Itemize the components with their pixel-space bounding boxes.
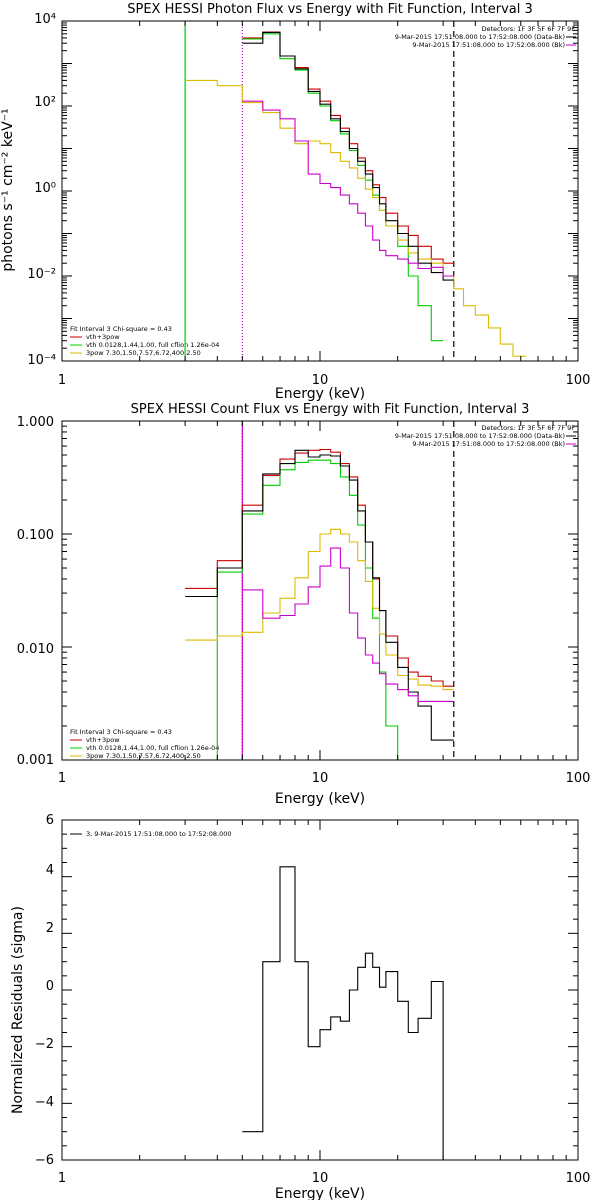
residuals-ytick: −2 xyxy=(35,1037,54,1052)
count-flux-ytick: 0.100 xyxy=(17,528,54,543)
photon-flux-ytick: 10⁻² xyxy=(27,267,56,282)
3pow-legend: 3pow 7.30,1.50,7.57,6.72,400,2.50 xyxy=(86,349,201,357)
plot-area-1 xyxy=(185,421,455,760)
bk-legend: 9-Mar-2015 17:51:08.000 to 17:52:08.000 … xyxy=(412,41,565,49)
3pow-legend: 3pow 7.30,1.50,7.57,6.72,400,2.50 xyxy=(86,752,201,760)
vth-legend: vth 0.0128,1.44,1.00, full cflion 1.26e-… xyxy=(86,744,219,752)
residuals-ytick: −4 xyxy=(35,1095,54,1110)
vth-legend: vth 0.0128,1.44,1.00, full cflion 1.26e-… xyxy=(86,341,219,349)
residuals-xtick-100: 100 xyxy=(566,1171,591,1186)
series-line-2 xyxy=(185,528,454,691)
series-line-0 xyxy=(242,866,444,1160)
photon-flux-xtick-10: 10 xyxy=(312,373,329,388)
plot-frame xyxy=(61,20,579,362)
data-minus-bk-legend: 9-Mar-2015 17:51:08.000 to 17:52:08.000 … xyxy=(395,33,565,41)
photon-flux-xlabel: Energy (keV) xyxy=(275,386,365,402)
count-flux-panel: SPEX HESSI Count Flux vs Energy with Fit… xyxy=(17,402,591,807)
series-line-2 xyxy=(185,79,527,357)
residuals-ylabel: Normalized Residuals (sigma) xyxy=(10,906,26,1114)
photon-flux-ytick: 10⁻⁴ xyxy=(27,353,56,368)
bk-legend: 9-Mar-2015 17:51:08.000 to 17:52:08.000 … xyxy=(412,440,565,448)
residuals-xtick-10: 10 xyxy=(312,1171,329,1186)
series-line-1 xyxy=(242,33,444,342)
count-flux-ytick: 0.010 xyxy=(17,642,54,657)
count-flux-xtick-1: 1 xyxy=(58,771,66,786)
fit-interval-legend: Fit Interval 3 Chi-square = 0.43 xyxy=(70,325,172,333)
count-flux-ytick: 0.001 xyxy=(17,753,54,768)
residuals-xlabel: Energy (keV) xyxy=(275,1186,365,1200)
data-minus-bk-legend: 9-Mar-2015 17:51:08.000 to 17:52:08.000 … xyxy=(395,432,565,440)
count-flux-xlabel: Energy (keV) xyxy=(275,791,365,807)
residuals-xtick-1: 1 xyxy=(58,1171,66,1186)
series-line-4 xyxy=(242,100,454,277)
model-legend: vth+3pow xyxy=(86,333,120,341)
photon-flux-ylabel: photons s⁻¹ cm⁻² keV⁻¹ xyxy=(0,108,16,271)
photon-flux-panel: SPEX HESSI Photon Flux vs Energy with Fi… xyxy=(0,2,590,402)
series-line-3 xyxy=(185,449,454,741)
plot-frame xyxy=(61,420,579,761)
count-flux-xtick-100: 100 xyxy=(566,771,591,786)
photon-flux-ytick: 10⁴ xyxy=(34,12,56,27)
photon-flux-ytick: 10⁰ xyxy=(34,181,56,196)
series-line-1 xyxy=(185,459,399,760)
photon-flux-xtick-100: 100 xyxy=(566,373,591,388)
photon-flux-xtick-1: 1 xyxy=(58,373,66,388)
count-flux-title: SPEX HESSI Count Flux vs Energy with Fit… xyxy=(131,402,530,417)
fit-interval-legend: Fit Interval 3 Chi-square = 0.43 xyxy=(70,728,172,736)
residuals-ytick: 6 xyxy=(46,813,54,828)
residuals-ytick: −6 xyxy=(35,1153,54,1168)
photon-flux-title: SPEX HESSI Photon Flux vs Energy with Fi… xyxy=(127,2,533,17)
plot-area-2 xyxy=(242,866,444,1160)
series-line-3 xyxy=(242,31,454,281)
series-line-4 xyxy=(242,547,454,702)
count-flux-xtick-10: 10 xyxy=(312,771,329,786)
model-legend: vth+3pow xyxy=(86,736,120,744)
photon-flux-ytick: 10² xyxy=(34,95,56,110)
residuals-interval-legend: 3, 9-Mar-2015 17:51:08.000 to 17:52:08.0… xyxy=(86,830,232,838)
plot-frame xyxy=(61,819,579,1161)
plot-area-0 xyxy=(184,21,527,361)
count-flux-ytick: 1.000 xyxy=(17,415,54,430)
series-line-0 xyxy=(185,448,454,687)
residuals-ytick: 2 xyxy=(46,921,54,936)
detectors-legend: Detectors: 1F 3F 5F 6F 7F 9F xyxy=(481,25,575,33)
series-line-0 xyxy=(242,31,454,264)
residuals-ytick: 4 xyxy=(46,863,54,878)
detectors-legend: Detectors: 1F 3F 5F 6F 7F 9F xyxy=(481,424,575,432)
residuals-ytick: 0 xyxy=(46,979,54,994)
residuals-panel: Energy (keV) Normalized Residuals (sigma… xyxy=(10,813,590,1200)
